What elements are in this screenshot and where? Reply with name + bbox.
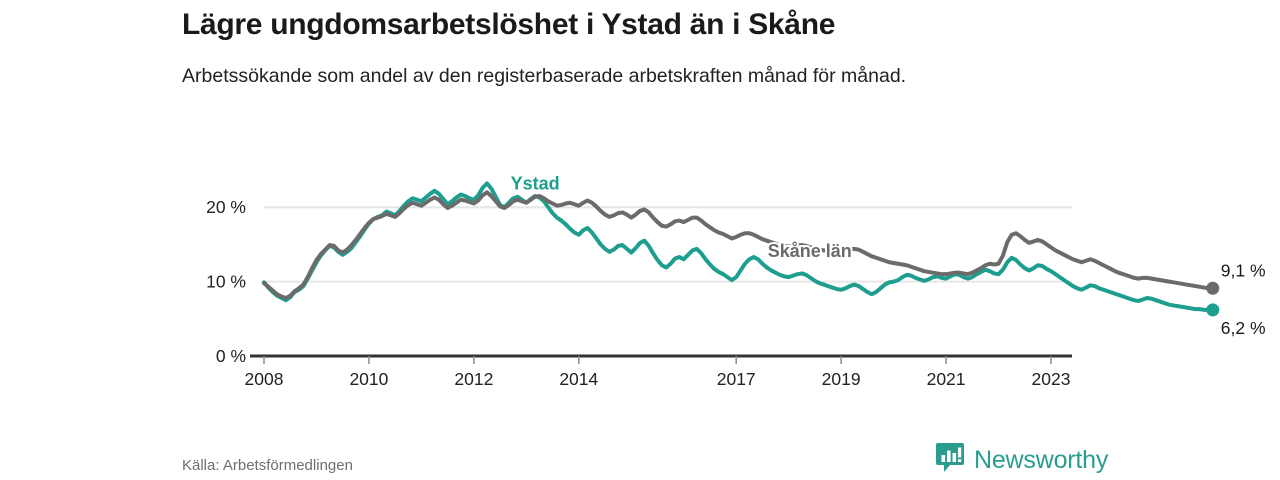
y-axis-tick-label: 20 % [206,197,246,217]
x-axis-tick-label: 2008 [245,369,284,389]
x-axis-tick-label: 2019 [822,369,861,389]
logo-text: Newsworthy [974,445,1109,474]
series-end-marker [1206,281,1220,295]
page-subtitle: Arbetssökande som andel av den registerb… [182,65,907,87]
end-value-label-skane: 9,1 % [1221,260,1266,280]
y-axis-tick-label: 0 % [216,346,246,366]
source-note: Källa: Arbetsförmedlingen [182,457,353,474]
x-axis-tick-label: 2010 [349,369,388,389]
x-axis-tick-label: 2023 [1032,369,1071,389]
series-line [262,181,1215,312]
series-line [262,190,1215,300]
series-end-marker [1206,303,1220,317]
x-axis-tick-label: 2021 [927,369,966,389]
x-axis-tick-label: 2012 [454,369,493,389]
series-annotation-label: Skåne län [768,241,852,261]
bar-chart-bubble-icon [935,442,965,479]
newsworthy-logo: Newsworthy [935,442,1108,478]
x-axis-tick-label: 2014 [559,369,598,389]
page-title: Lägre ungdomsarbetslöshet i Ystad än i S… [182,8,836,41]
series-annotation-label: Ystad [511,173,560,193]
x-axis-tick-label: 2017 [717,369,756,389]
y-axis-tick-label: 10 % [206,272,246,292]
end-value-label-ystad: 6,2 % [1221,318,1266,338]
